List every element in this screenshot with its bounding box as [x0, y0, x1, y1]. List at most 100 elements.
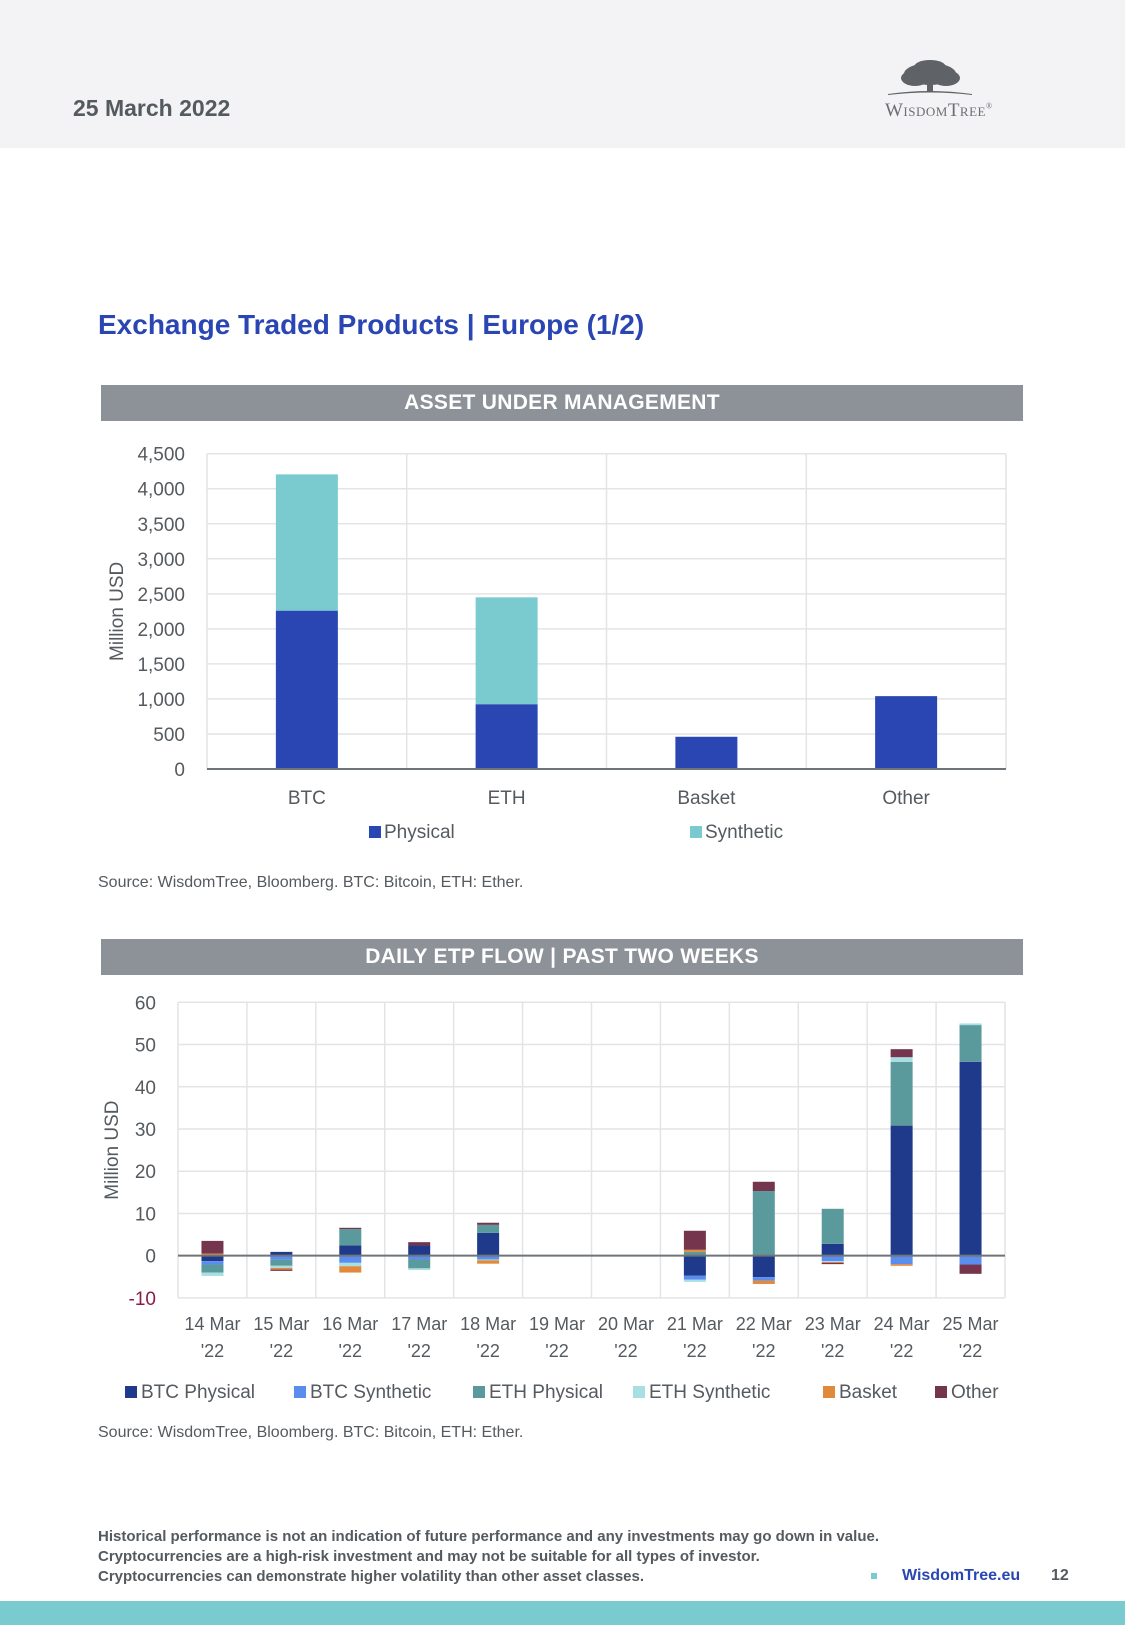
bar-basket	[201, 1253, 224, 1256]
y-tick-label: 60	[135, 993, 156, 1014]
bar-other	[270, 1269, 293, 1271]
x-tick-label: 25 Mar	[943, 1314, 999, 1334]
y-tick-label: 10	[135, 1204, 156, 1225]
bullet-icon	[871, 1573, 877, 1579]
bar-physical	[275, 610, 338, 769]
bar-eth-synthetic	[821, 1261, 844, 1263]
x-tick-label-year: '22	[752, 1341, 775, 1361]
bar-other	[752, 1181, 775, 1192]
y-tick-label: 2,500	[137, 585, 185, 606]
bar-eth-physical	[201, 1264, 224, 1273]
legend-label: ETH Physical	[489, 1382, 603, 1403]
bar-basket	[890, 1264, 913, 1266]
bar-physical	[875, 696, 938, 769]
bottom-band	[0, 1601, 1125, 1625]
x-tick-label: Basket	[677, 788, 736, 809]
bar-other	[959, 1264, 982, 1274]
bar-eth-synthetic	[408, 1268, 431, 1271]
bar-basket	[752, 1280, 775, 1284]
legend-swatch	[473, 1386, 485, 1398]
x-tick-label-year: '22	[201, 1341, 224, 1361]
x-tick-label: BTC	[288, 788, 326, 809]
bar-btc-physical	[477, 1232, 500, 1256]
bar-eth-physical	[683, 1251, 706, 1256]
bar-basket	[477, 1260, 500, 1264]
bar-btc-physical	[890, 1125, 913, 1256]
bar-eth-physical	[477, 1224, 500, 1233]
logo-wordmark: WisdomTree®	[885, 100, 993, 122]
bar-btc-synthetic	[959, 1255, 982, 1265]
aum-source: Source: WisdomTree, Bloomberg. BTC: Bitc…	[98, 874, 524, 891]
x-tick-label: 21 Mar	[667, 1314, 723, 1334]
legend-label: ETH Synthetic	[649, 1382, 770, 1403]
bar-physical	[475, 704, 538, 769]
x-tick-label-year: '22	[614, 1341, 637, 1361]
y-tick-label: 1,500	[137, 655, 185, 676]
aum-chart: 0 500 1,000 1,500 2,000 2,500 3,000 3,500 4,000 4…	[107, 445, 1007, 843]
x-tick-label: 24 Mar	[874, 1314, 930, 1334]
bar-eth-synthetic	[339, 1262, 362, 1267]
bar-btc-synthetic	[270, 1255, 293, 1260]
legend-swatch	[125, 1386, 137, 1398]
x-tick-label-year: '22	[270, 1341, 293, 1361]
bar-btc-physical	[339, 1245, 362, 1256]
y-tick-label: 0	[174, 760, 185, 781]
y-tick-label: 20	[135, 1162, 156, 1183]
bar-other	[890, 1049, 913, 1058]
flow-chart: -10 0 10 20 30 40 50 60 14 Mar '22 15 Mar '22 16 Mar…	[102, 993, 1006, 1403]
bar-other	[408, 1242, 431, 1246]
x-tick-label: 14 Mar	[184, 1314, 240, 1334]
bar-btc-synthetic	[821, 1255, 844, 1262]
bar-physical	[675, 736, 738, 769]
y-tick-label: 2,000	[137, 620, 185, 641]
bar-btc-synthetic	[752, 1277, 775, 1281]
x-tick-label: Other	[882, 788, 930, 809]
y-axis-label: Million USD	[107, 562, 128, 661]
y-tick-label: 3,000	[137, 550, 185, 571]
y-tick-label: 4,500	[137, 445, 185, 466]
bar-eth-synthetic	[477, 1259, 500, 1261]
bar-btc-physical	[201, 1255, 224, 1262]
page-header: 25 March 2022 WisdomTree®	[0, 0, 1125, 148]
bar-basket	[683, 1249, 706, 1252]
bar-eth-synthetic	[890, 1057, 913, 1062]
y-tick-label: 30	[135, 1120, 156, 1141]
bar-other	[339, 1227, 362, 1230]
bar-eth-physical	[890, 1061, 913, 1126]
bar-eth-physical	[959, 1025, 982, 1062]
bar-basket	[339, 1266, 362, 1273]
x-tick-label: 15 Mar	[253, 1314, 309, 1334]
bar-eth-physical	[408, 1259, 431, 1269]
y-tick-label: 0	[145, 1247, 156, 1268]
x-tick-label-year: '22	[821, 1341, 844, 1361]
x-tick-label-year: '22	[339, 1341, 362, 1361]
tree-icon	[888, 60, 972, 95]
bar-eth-physical	[752, 1191, 775, 1256]
legend-label: BTC Physical	[141, 1382, 255, 1403]
x-tick-label: 22 Mar	[736, 1314, 792, 1334]
x-tick-label: 19 Mar	[529, 1314, 585, 1334]
disclaimer-line: Cryptocurrencies are a high-risk investm…	[98, 1548, 760, 1565]
x-tick-label: ETH	[488, 788, 526, 809]
legend-swatch	[690, 826, 702, 838]
y-tick-label: 50	[135, 1036, 156, 1057]
bar-other	[201, 1240, 224, 1254]
legend-label: BTC Synthetic	[310, 1382, 431, 1403]
bar-btc-synthetic	[477, 1255, 500, 1260]
aum-banner: ASSET UNDER MANAGEMENT	[101, 385, 1023, 421]
bar-synthetic	[475, 597, 538, 705]
y-tick-label: 500	[153, 725, 185, 746]
bar-eth-synthetic	[270, 1265, 293, 1268]
bar-eth-physical	[821, 1208, 844, 1244]
disclaimer-line: Historical performance is not an indicat…	[98, 1528, 879, 1545]
website-link[interactable]: WisdomTree.eu	[902, 1567, 1021, 1584]
y-axis-label: Million USD	[102, 1100, 123, 1199]
legend-label: Other	[951, 1382, 999, 1403]
bar-other	[821, 1262, 844, 1265]
x-tick-label: 17 Mar	[391, 1314, 447, 1334]
bar-btc-synthetic	[408, 1255, 431, 1260]
y-tick-label: 1,000	[137, 690, 185, 711]
bar-basket	[270, 1267, 293, 1270]
page-number: 12	[1051, 1567, 1069, 1584]
bar-eth-synthetic	[683, 1279, 706, 1282]
